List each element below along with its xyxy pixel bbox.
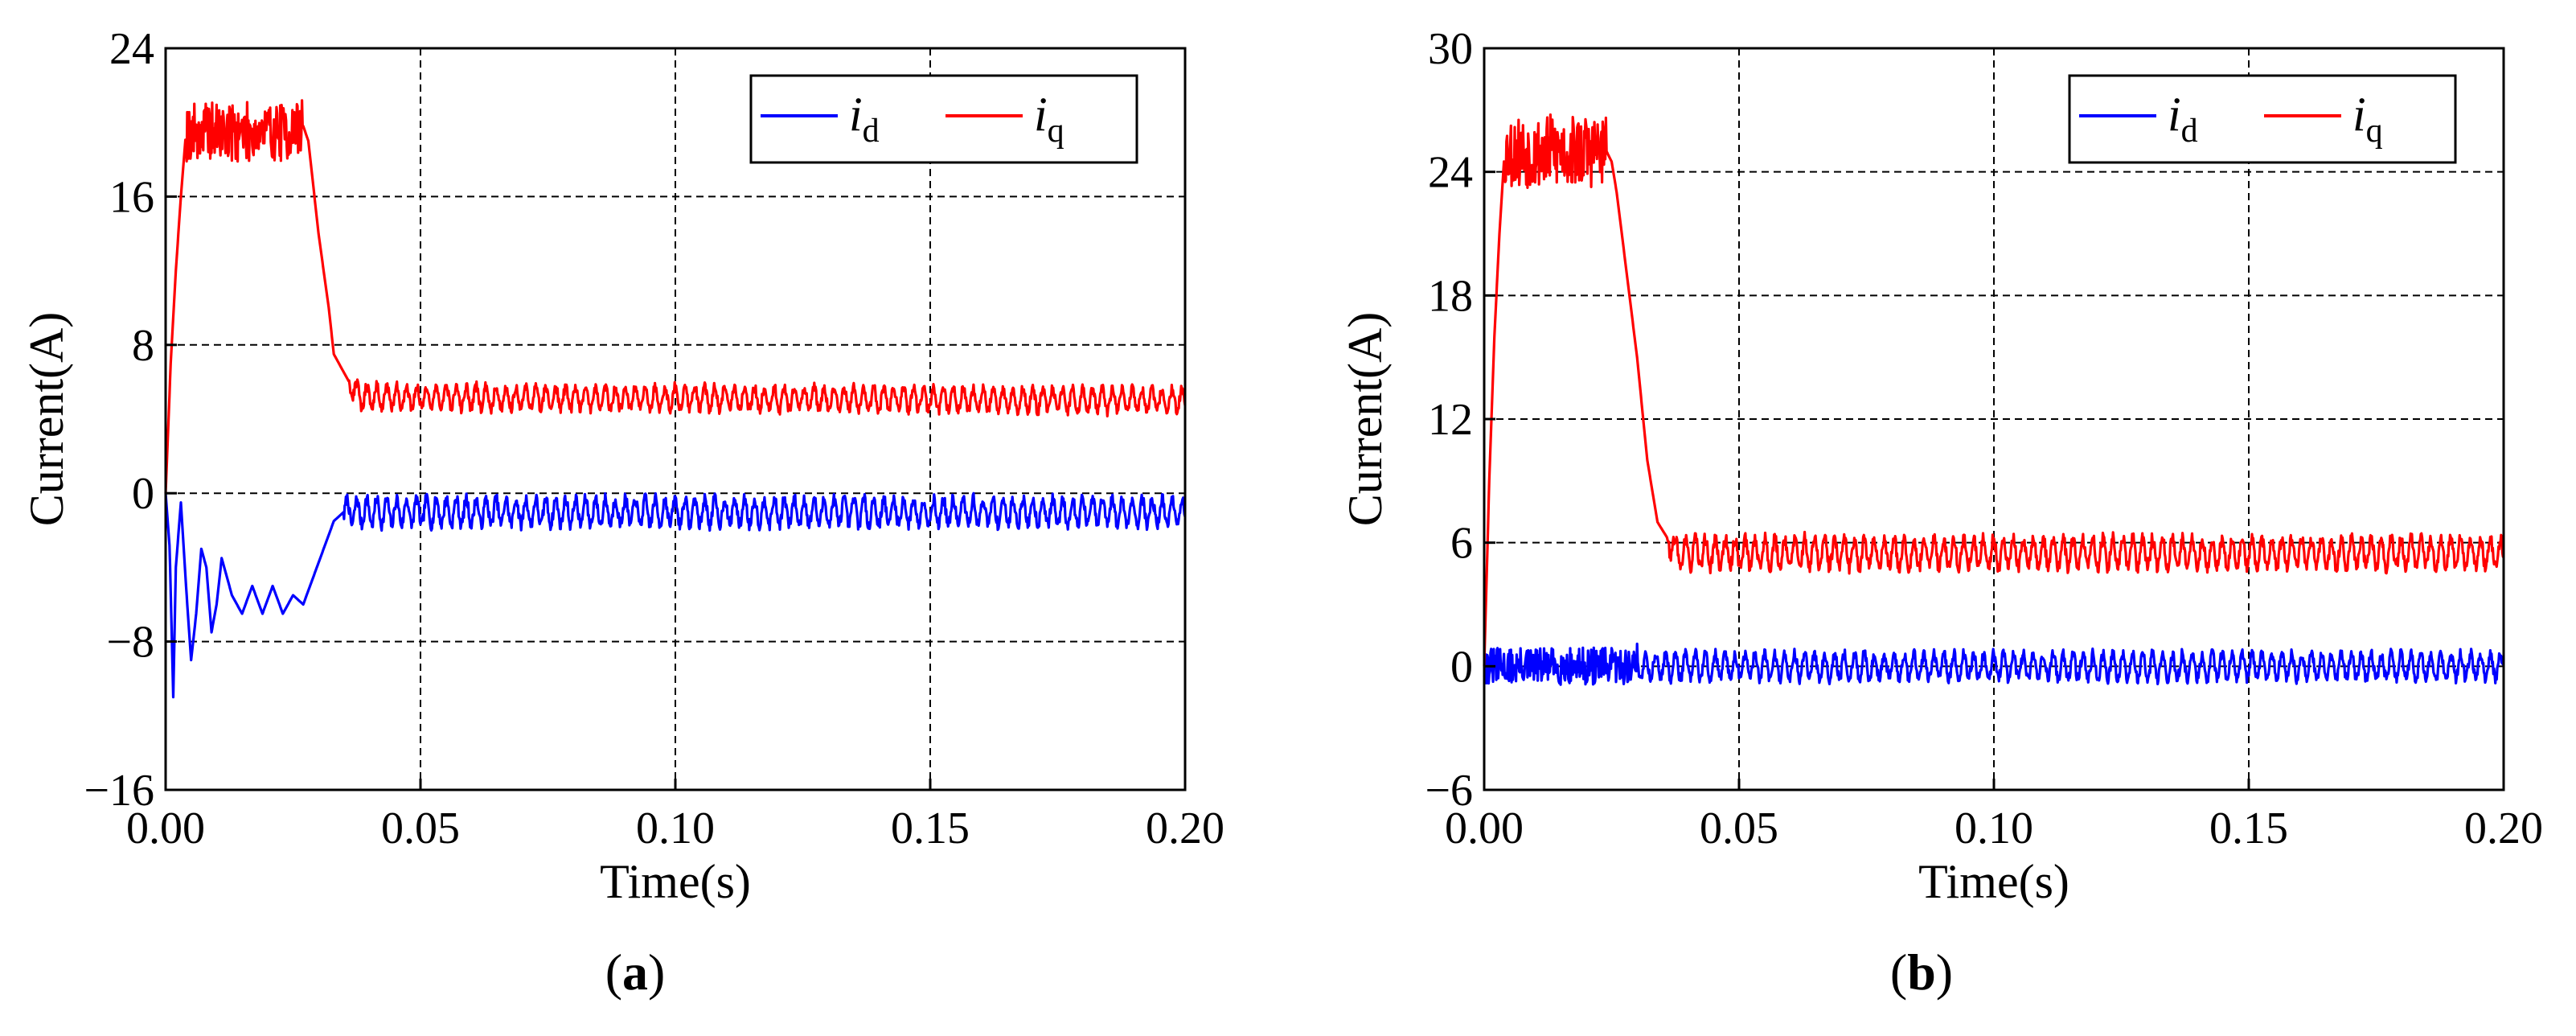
x-tick-label: 0.15 [891, 804, 970, 853]
legend: id iq [749, 74, 1138, 164]
y-tick-label: 6 [1450, 519, 1473, 569]
y-tick-label: 16 [109, 172, 154, 222]
x-axis-label: Time(s) [1918, 855, 2069, 908]
legend-subscript: q [2366, 113, 2383, 150]
series-line-iq [164, 99, 1187, 494]
x-tick-label: 0.05 [1700, 804, 1778, 853]
y-tick-label: 0 [1450, 642, 1473, 692]
y-tick-label: 18 [1428, 271, 1473, 321]
x-tick-label: 0.05 [381, 804, 460, 853]
x-tick-label: 0.10 [1955, 804, 2033, 853]
y-axis-label: Current(A) [1339, 312, 1392, 527]
series-line-id [164, 491, 1187, 699]
panel-letter: a [622, 944, 648, 1001]
x-tick-label: 0.10 [636, 804, 715, 853]
x-axis-label: Time(s) [600, 855, 751, 908]
x-tick-label: 0.00 [126, 804, 205, 853]
x-tick-label: 0.20 [2464, 804, 2543, 853]
y-tick-label: −8 [106, 618, 154, 668]
legend-box [749, 74, 1138, 164]
series-line-id [1483, 642, 2505, 686]
panel-label: (b) [1890, 944, 1953, 1001]
x-tick-label: 0.20 [1146, 804, 1224, 853]
y-tick-label: 12 [1428, 395, 1473, 445]
y-tick-label: 30 [1428, 24, 1473, 74]
chart-panel-a: 0.00 0.05 0.10 0.15 0.20 24 16 8 0 −8 −16 Time(s) Cu… [20, 24, 1224, 1001]
panel-letter: b [1907, 944, 1936, 1001]
y-tick-label: −6 [1425, 766, 1473, 816]
y-tick-label: 24 [1428, 148, 1473, 198]
legend-subscript: d [863, 113, 880, 150]
y-tick-label: 8 [132, 321, 154, 371]
y-axis-label: Current(A) [20, 312, 73, 527]
series-line-iq [1483, 113, 2505, 667]
legend-subscript: q [1048, 113, 1064, 150]
legend-subscript: d [2181, 113, 2198, 150]
legend: id iq [2068, 74, 2457, 164]
y-tick-label: 24 [109, 24, 154, 74]
x-tick-label: 0.15 [2209, 804, 2288, 853]
x-tick-label: 0.00 [1445, 804, 1524, 853]
chart-panel-b: 0.00 0.05 0.10 0.15 0.20 30 24 18 12 6 0 −6 Time(s) C… [1339, 24, 2543, 1001]
y-tick-label: 0 [132, 469, 154, 519]
y-tick-label: −16 [84, 766, 154, 816]
panel-label: (a) [605, 944, 666, 1001]
legend-box [2068, 74, 2457, 164]
